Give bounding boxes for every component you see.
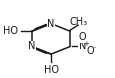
Text: HO: HO bbox=[3, 26, 18, 36]
Text: N: N bbox=[78, 41, 85, 51]
Text: O: O bbox=[85, 46, 93, 56]
Text: N: N bbox=[28, 41, 35, 51]
Text: CH₃: CH₃ bbox=[69, 17, 87, 27]
Text: N: N bbox=[47, 19, 54, 29]
Text: ⁻: ⁻ bbox=[92, 47, 95, 53]
Text: O: O bbox=[77, 32, 85, 42]
Text: +: + bbox=[83, 41, 89, 47]
Text: HO: HO bbox=[43, 65, 58, 75]
